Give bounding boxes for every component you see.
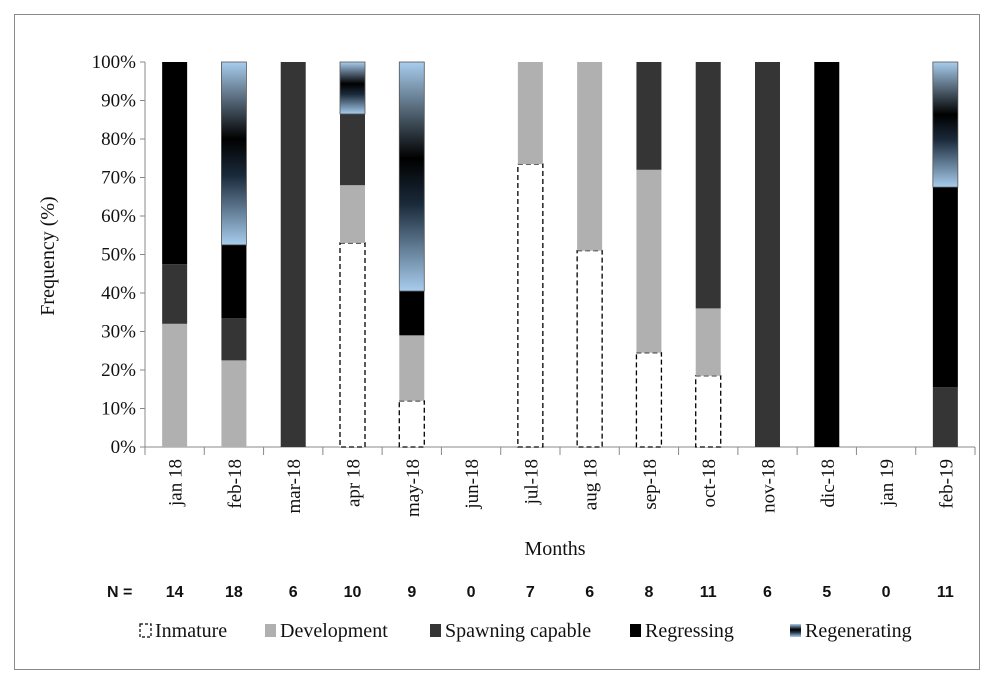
y-tick-label: 40% xyxy=(101,283,136,304)
y-tick-label: 30% xyxy=(101,322,136,343)
bar-development xyxy=(340,185,365,243)
x-tick-label: mar-18 xyxy=(284,459,305,514)
bars xyxy=(162,61,959,448)
n-value: 7 xyxy=(526,584,535,601)
y-tick-label: 90% xyxy=(101,91,136,112)
bar-development xyxy=(636,169,662,353)
bar-inmature xyxy=(695,375,722,448)
bar-spawning-capable xyxy=(340,113,365,186)
x-tick-labels: jan 18 feb-18 mar-18 apr 18 may-18 jun-18 jul-… xyxy=(166,459,958,517)
n-value: 9 xyxy=(407,584,416,601)
y-tick-labels: 0% 10% 20% 30% 40% 50% 60% 70% 80% 90% 100% xyxy=(92,52,137,458)
bar-development xyxy=(399,335,425,401)
n-value: 8 xyxy=(644,584,653,601)
y-tick-label: 70% xyxy=(101,168,136,189)
legend-item-development: Development xyxy=(265,620,388,642)
y-tick-label: 80% xyxy=(101,129,136,150)
legend-label: Regressing xyxy=(645,620,734,642)
y-tick-label: 10% xyxy=(101,399,136,420)
legend-label: Regenerating xyxy=(805,620,912,642)
x-tick-label: jan 18 xyxy=(166,459,187,507)
n-value: 5 xyxy=(822,584,831,601)
n-value: 6 xyxy=(763,584,772,601)
bar-regressing xyxy=(221,244,247,319)
x-tick-label: nov-18 xyxy=(759,459,780,513)
sample-size-row: N = 14 18 6 10 9 0 7 6 8 11 6 5 0 11 xyxy=(107,584,954,601)
bar-regenerating xyxy=(339,61,366,115)
n-value: 6 xyxy=(585,584,594,601)
bar-inmature xyxy=(517,163,544,448)
legend-swatch xyxy=(790,624,801,637)
n-value: 6 xyxy=(289,584,298,601)
legend-swatch xyxy=(630,624,641,637)
x-tick-label: feb-18 xyxy=(225,459,246,509)
bar-spawning-capable xyxy=(636,62,662,170)
bar-spawning-capable xyxy=(932,387,958,447)
legend-label: Development xyxy=(280,620,388,642)
y-tick-label: 0% xyxy=(111,437,137,458)
bar-spawning-capable xyxy=(221,318,247,361)
legend-item-regressing: Regressing xyxy=(630,620,734,642)
x-axis-title: Months xyxy=(524,538,585,560)
n-value: 0 xyxy=(467,584,476,601)
x-tick-label: jan 19 xyxy=(877,459,898,507)
bar-regressing xyxy=(932,187,958,388)
legend-label: Inmature xyxy=(155,620,227,642)
bar-spawning-capable xyxy=(280,62,306,447)
bar-development xyxy=(221,360,247,447)
bar-inmature xyxy=(398,400,425,448)
bar-spawning-capable xyxy=(162,264,188,324)
legend-item-spawning-capable: Spawning capable xyxy=(430,620,591,642)
bar-regressing xyxy=(399,291,425,336)
x-tick-label: feb-19 xyxy=(936,459,957,509)
bar-regressing xyxy=(162,62,188,265)
bar-regressing xyxy=(814,62,840,447)
bar-development xyxy=(162,323,188,447)
bar-inmature xyxy=(635,352,663,448)
n-value: 18 xyxy=(225,584,243,601)
x-tick-label: oct-18 xyxy=(699,459,720,508)
legend-item-regenerating: Regenerating xyxy=(790,620,912,642)
legend-item-inmature: Inmature xyxy=(139,620,227,642)
bar-development xyxy=(517,62,543,165)
n-value: 10 xyxy=(344,584,362,601)
bar-regenerating xyxy=(221,61,247,246)
y-axis-title: Frequency (%) xyxy=(37,196,59,315)
x-tick-label: aug 18 xyxy=(581,459,602,510)
n-value: 11 xyxy=(937,584,954,601)
bar-development xyxy=(695,308,721,376)
y-tick-label: 20% xyxy=(101,360,136,381)
x-tick-label: apr 18 xyxy=(344,459,365,507)
bar-regenerating xyxy=(398,61,425,292)
x-tick-label: may-18 xyxy=(403,459,424,517)
y-tick-label: 50% xyxy=(101,245,136,266)
bar-inmature xyxy=(576,249,603,448)
x-tick-label: sep-18 xyxy=(640,459,661,510)
x-tick-label: jul-18 xyxy=(521,459,542,505)
axes xyxy=(140,61,976,455)
legend-swatch xyxy=(430,624,441,637)
legend-swatch xyxy=(265,624,276,637)
legend-label: Spawning capable xyxy=(445,620,591,642)
bar-inmature xyxy=(339,242,366,448)
n-value: 11 xyxy=(700,584,717,601)
bar-spawning-capable xyxy=(755,62,780,447)
bar-development xyxy=(577,62,603,251)
x-tick-label: jun-18 xyxy=(462,459,483,510)
legend-swatch xyxy=(139,623,152,638)
n-value: 0 xyxy=(882,584,891,601)
x-tick-label: dic-18 xyxy=(818,459,839,508)
bar-regenerating xyxy=(932,61,959,188)
y-tick-label: 60% xyxy=(101,206,136,227)
y-tick-label: 100% xyxy=(92,52,137,73)
legend: Inmature Development Spawning capable Regre… xyxy=(139,620,912,642)
bar-spawning-capable xyxy=(695,62,721,309)
n-value: 14 xyxy=(166,584,184,601)
n-prefix: N = xyxy=(107,584,132,601)
